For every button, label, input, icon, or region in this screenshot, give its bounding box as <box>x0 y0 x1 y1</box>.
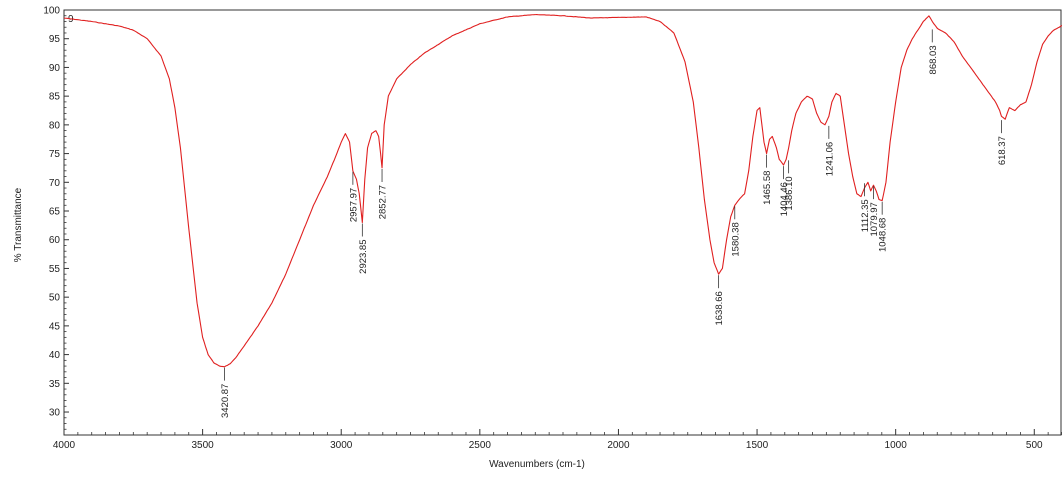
spectrum-line <box>63 14 1062 368</box>
y-tick-label: 100 <box>43 6 60 17</box>
y-tick-label: 75 <box>49 149 61 160</box>
y-tick-label: 40 <box>49 350 61 361</box>
y-tick-label: 50 <box>49 293 61 304</box>
y-tick-label: 95 <box>49 34 61 45</box>
x-tick-label: 4000 <box>53 440 76 451</box>
x-tick-label: 1500 <box>746 440 769 451</box>
y-tick-label: 35 <box>49 379 61 390</box>
x-tick-label: 500 <box>1026 440 1043 451</box>
y-tick-label: 90 <box>49 63 61 74</box>
plot-frame <box>63 9 1062 436</box>
y-tick-label: 30 <box>49 408 61 419</box>
y-tick-label: 45 <box>49 321 61 332</box>
peak-label: 1404.46 <box>779 182 790 216</box>
peak-label: 1638.66 <box>714 291 725 325</box>
peak-label: 1112.35 <box>860 199 871 232</box>
y-tick-label: 60 <box>49 235 61 246</box>
x-tick-label: 1000 <box>885 440 908 451</box>
y-axis-title: % Transmittance <box>13 187 24 262</box>
y-tick-label: 70 <box>49 178 61 189</box>
y-tick-label: 65 <box>49 207 61 218</box>
x-tick-label: 2500 <box>469 440 492 451</box>
peak-label: 1241.06 <box>824 142 835 176</box>
peak-label: 2957.97 <box>348 188 359 222</box>
peak-label: 2852.77 <box>378 185 389 219</box>
peak-label: 1048.68 <box>878 218 889 252</box>
x-tick-label: 3500 <box>191 440 214 451</box>
peak-label: 1465.58 <box>762 171 773 205</box>
peak-label: 618.37 <box>997 136 1008 165</box>
peak-label: 868.03 <box>928 45 939 74</box>
x-tick-label: 2000 <box>607 440 630 451</box>
x-axis-title: Wavenumbers (cm-1) <box>489 459 585 470</box>
y-tick-label: 85 <box>49 92 61 103</box>
corner-label: 9 <box>68 14 74 25</box>
x-tick-label: 3000 <box>330 440 353 451</box>
peak-label: 3420.87 <box>220 384 231 418</box>
peak-label: 1079.97 <box>869 202 880 236</box>
peak-label: 2923.85 <box>358 240 369 274</box>
y-tick-label: 55 <box>49 264 61 275</box>
y-tick-label: 80 <box>49 120 61 131</box>
peak-label: 1580.38 <box>730 222 741 256</box>
peak-label: 1386.10 <box>784 176 795 210</box>
